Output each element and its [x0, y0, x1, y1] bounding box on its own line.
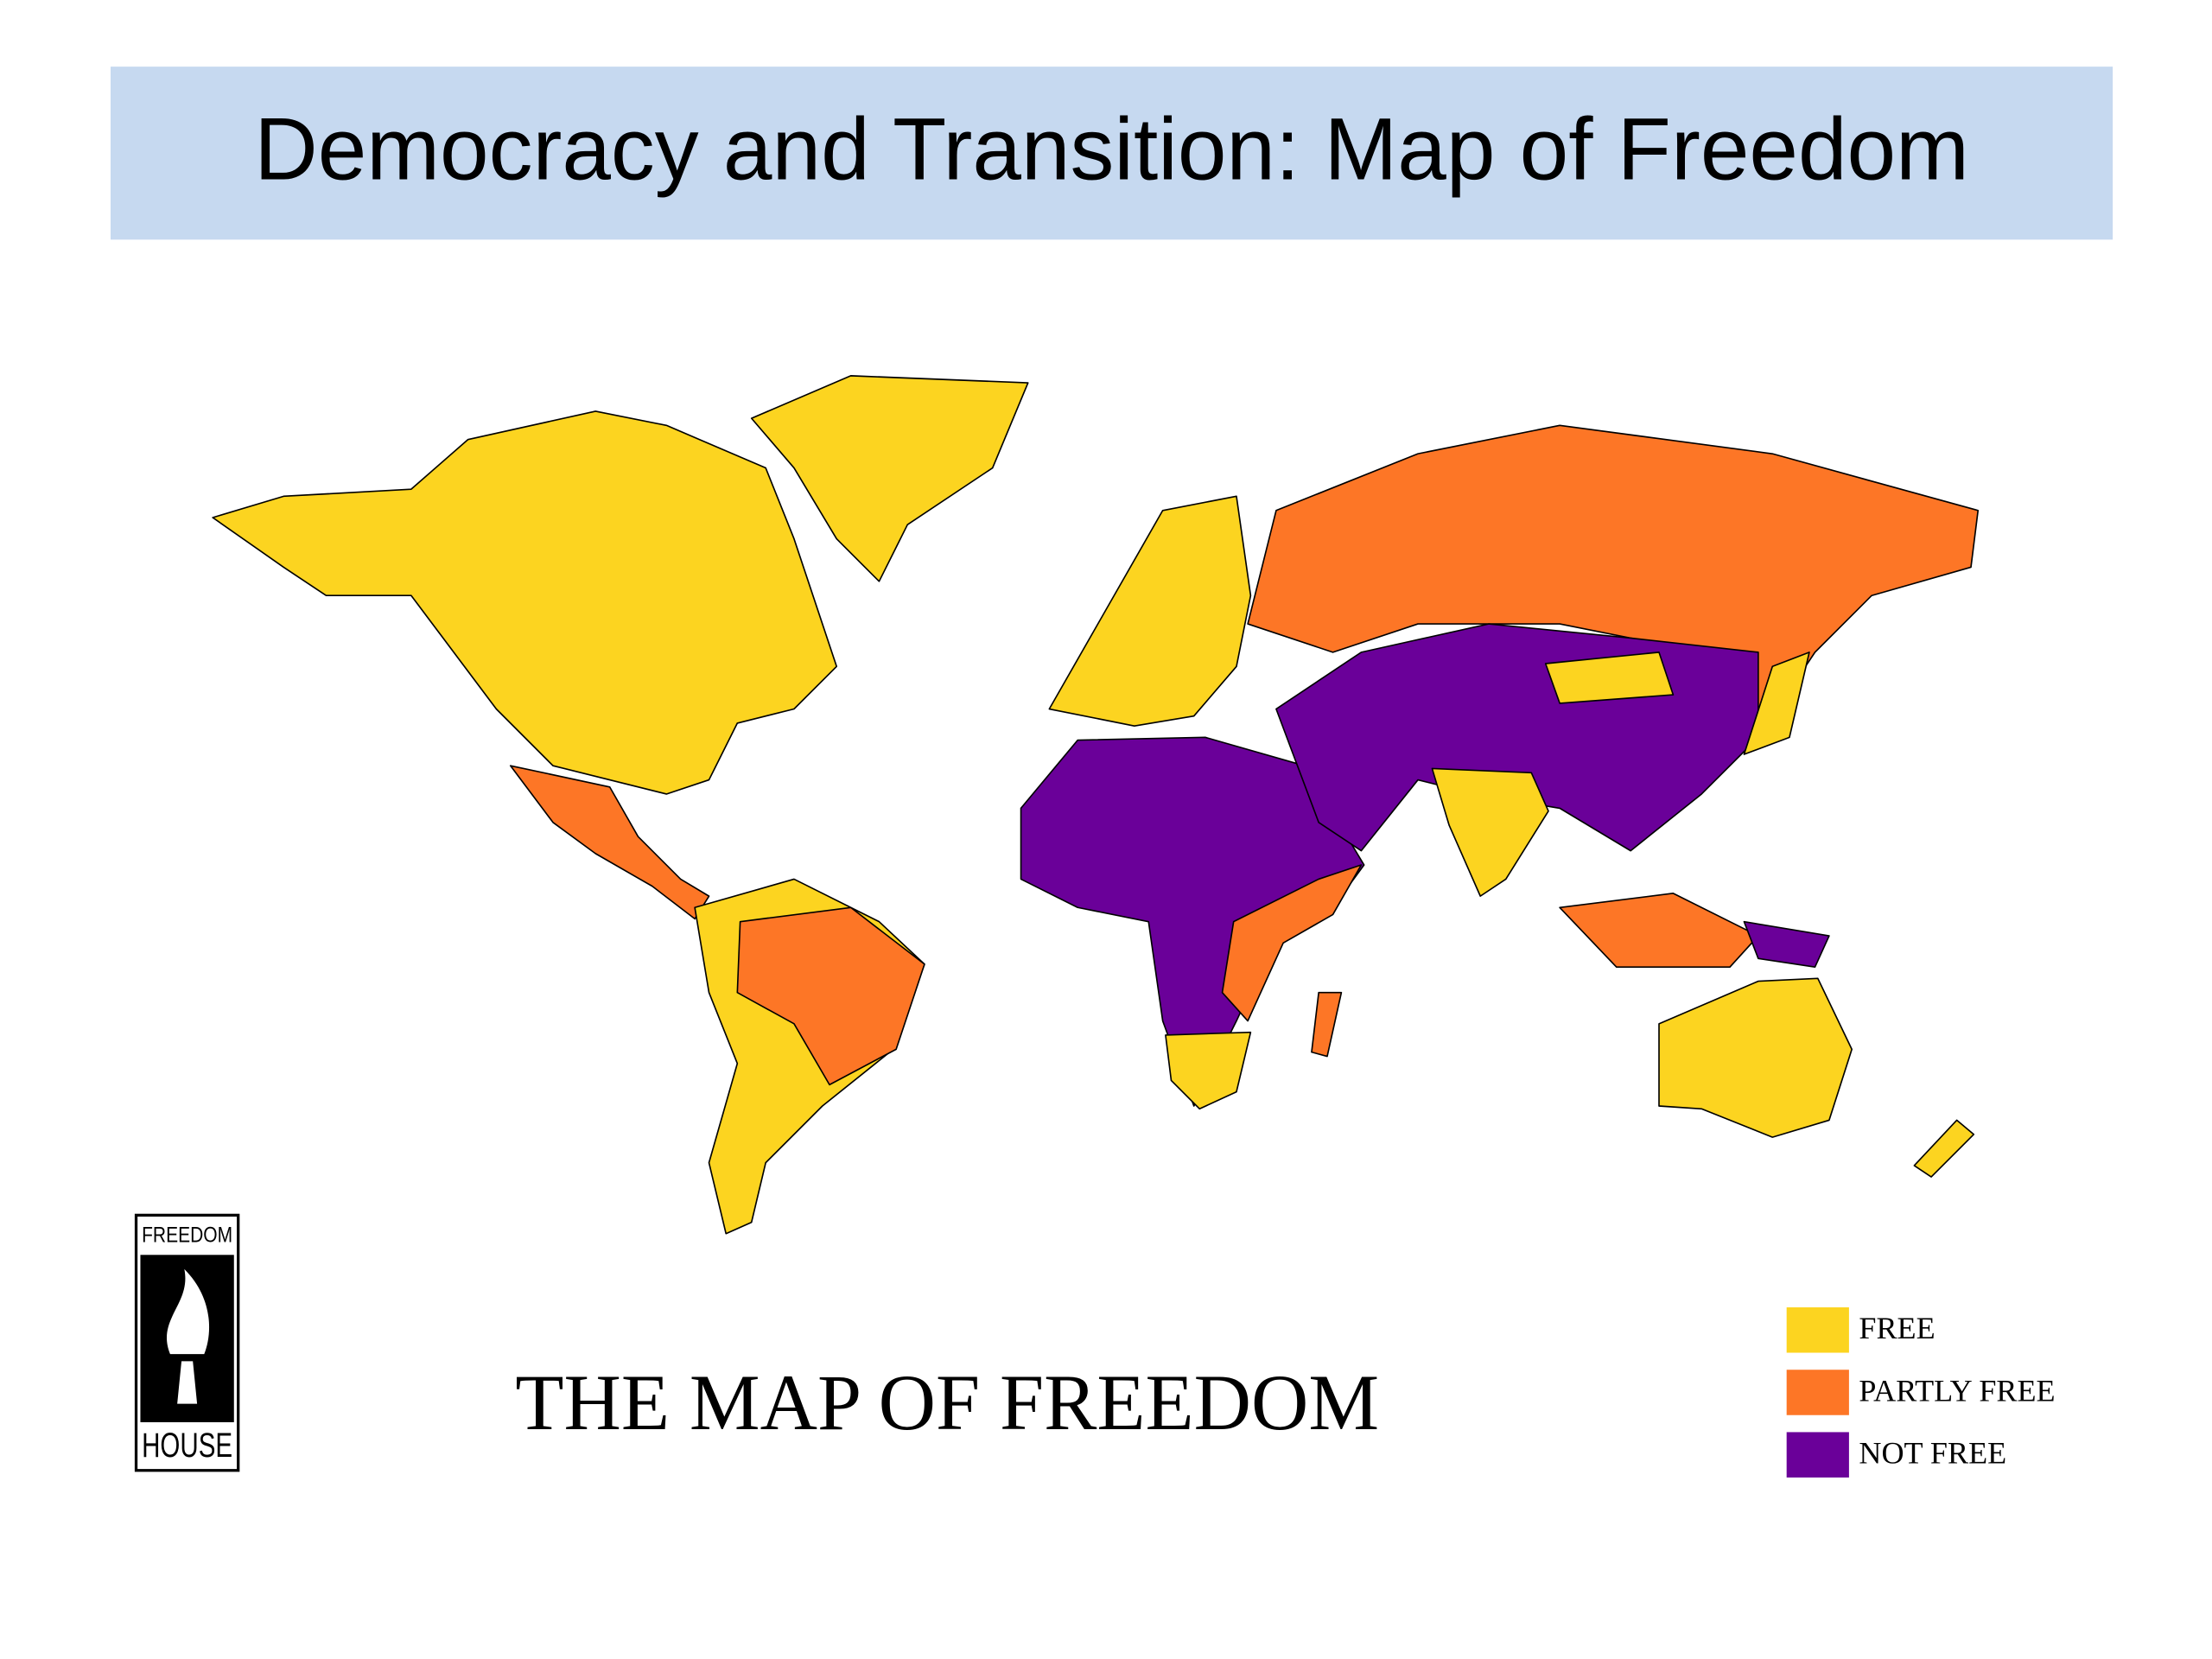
title-band: [111, 67, 2113, 240]
mongolia: [1544, 652, 1675, 704]
world-map: [212, 375, 1980, 1235]
logo-torch: [177, 1361, 198, 1404]
slide-title: Democracy and Transition: Map of Freedom: [254, 99, 1969, 198]
logo-bottom: HOUSE: [142, 1427, 232, 1465]
legend-label: NOT FREE: [1859, 1436, 2006, 1471]
map-title: THE MAP OF FREEDOM: [515, 1358, 1379, 1446]
japan: [1743, 652, 1810, 755]
legend-swatch: [1786, 1370, 1849, 1415]
logo: FREEDOM HOUSE: [134, 1213, 240, 1472]
india: [1431, 767, 1549, 897]
africa-east: [1221, 864, 1363, 1022]
new-zealand: [1913, 1119, 1975, 1178]
legend-label: PARTLY FREE: [1859, 1373, 2055, 1408]
north-america: [212, 410, 838, 795]
legend-label: FREE: [1859, 1311, 1935, 1345]
legend-swatch: [1786, 1432, 1849, 1478]
madagascar: [1311, 991, 1343, 1058]
australia: [1658, 977, 1853, 1138]
europe: [1048, 495, 1252, 728]
africa-south: [1165, 1031, 1252, 1110]
legend: FREE PARTLY FREE NOT FREE: [1786, 1307, 2056, 1478]
logo-top: FREEDOM: [142, 1224, 232, 1247]
legend-swatch: [1786, 1307, 1849, 1353]
papua: [1743, 920, 1830, 968]
brazil: [736, 906, 925, 1086]
southeast-asia: [1559, 893, 1759, 968]
logo-flame: [167, 1268, 210, 1355]
greenland: [750, 375, 1029, 582]
